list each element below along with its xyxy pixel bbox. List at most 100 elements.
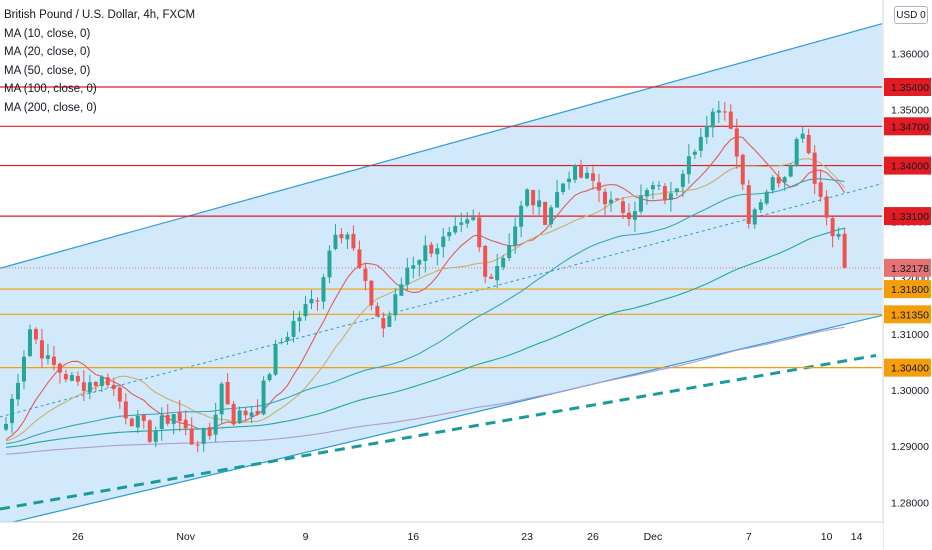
candle-body [183,419,188,429]
candle-body [267,374,272,381]
candle-body [399,284,404,296]
candle-body [471,217,476,220]
candle-body [249,412,254,417]
candle-body [117,387,122,402]
candle-body [291,320,296,337]
candle-body [626,212,631,220]
candle-body [243,410,248,416]
time-tick-label: 10 [821,531,833,543]
currency-button[interactable]: USD 0 [894,6,928,24]
ma200-legend[interactable]: MA (200, close, 0) [4,101,97,114]
candle-body [842,233,847,268]
candle-body [345,234,350,240]
current-price-tag [884,258,931,277]
price-tick-label: 1.36000 [891,48,929,60]
candle-body [351,233,356,249]
time-axis[interactable]: 26 Nov 9 16 23 26 Dec 7 10 14 [0,521,883,550]
candle-body [237,410,242,424]
candle-body [591,173,596,181]
current-price-tag-label: 1.32178 [891,263,929,275]
candle-body [495,266,500,281]
candle-body [788,165,793,177]
candle-body [644,190,649,197]
time-tick-label: 26 [587,531,599,543]
candle-body [15,382,20,400]
candle-body [674,188,679,193]
candle-body [39,340,44,359]
candle-body [776,176,781,184]
candle-body [9,398,14,424]
time-tick-label: 9 [303,531,309,543]
candle-body [4,423,8,430]
candle-body [806,134,811,154]
candle-body [632,211,637,220]
candle-body [339,234,344,239]
candle-body [734,128,739,157]
candle-body [818,182,823,197]
candle-body [543,201,548,225]
candle-body [405,267,410,285]
level-tag-label: 1.35400 [891,82,929,94]
candle-body [255,410,260,415]
price-tick-label: 1.35000 [891,104,929,116]
candle-body [231,403,236,425]
ma100-legend[interactable]: MA (100, close, 0) [4,83,97,95]
level-tag-label: 1.30400 [891,363,929,375]
candle-body [477,217,482,248]
candle-body [201,428,206,444]
candle-body [519,205,524,227]
candle-body [417,260,422,265]
candle-body [746,185,751,224]
level-tag [884,358,931,377]
levels-layer [0,86,882,369]
candle-body [195,444,200,446]
candle-body [285,336,290,342]
candle-body [147,420,152,442]
level-tag-label: 1.31350 [891,309,929,321]
candle-body [830,218,835,237]
candle-body [129,418,134,427]
currency-menu-icon: 0 [920,10,926,21]
candle-body [159,415,164,430]
level-tag-label: 1.34700 [891,121,929,133]
candle-body [21,356,26,382]
ma50-legend[interactable]: MA (50, close, 0) [4,64,91,77]
time-tick-label: 26 [72,531,84,543]
candle-body [363,268,368,281]
level-tag [884,207,931,226]
time-tick-label: 7 [746,531,752,543]
candle-body [111,384,116,390]
level-tag-label: 1.31800 [891,284,929,296]
ma10-legend[interactable]: MA (10, close, 0) [4,27,91,40]
candle-body [51,356,56,365]
candle-body [680,173,685,187]
ma20-legend[interactable]: MA (20, close, 0) [4,46,91,58]
candle-body [57,363,62,373]
candle-body [381,317,386,329]
level-tag [884,78,931,96]
candle-body [189,428,194,445]
candle-body [782,177,787,183]
candle-body [638,195,643,212]
candle-body [620,201,625,213]
candle-body [207,427,212,436]
candle-body [327,250,332,278]
candle-body [429,244,434,254]
candle-body [225,381,230,405]
level-tag [884,305,931,324]
candle-body [836,233,841,237]
candle-body [369,280,374,306]
candle-body [81,382,86,391]
candle-body [722,111,727,113]
ma-line-50 [5,178,845,445]
symbol-title[interactable]: British Pound / U.S. Dollar, 4h, FXCM [4,9,196,21]
chart-legend: British Pound / U.S. Dollar, 4h, FXCM MA… [4,6,195,117]
candle-body [69,374,74,381]
candle-body [435,248,440,255]
candle-body [567,178,572,183]
candle-body [273,343,278,375]
candle-body [165,414,170,424]
candle-body [794,139,799,166]
candle-body [656,185,661,187]
